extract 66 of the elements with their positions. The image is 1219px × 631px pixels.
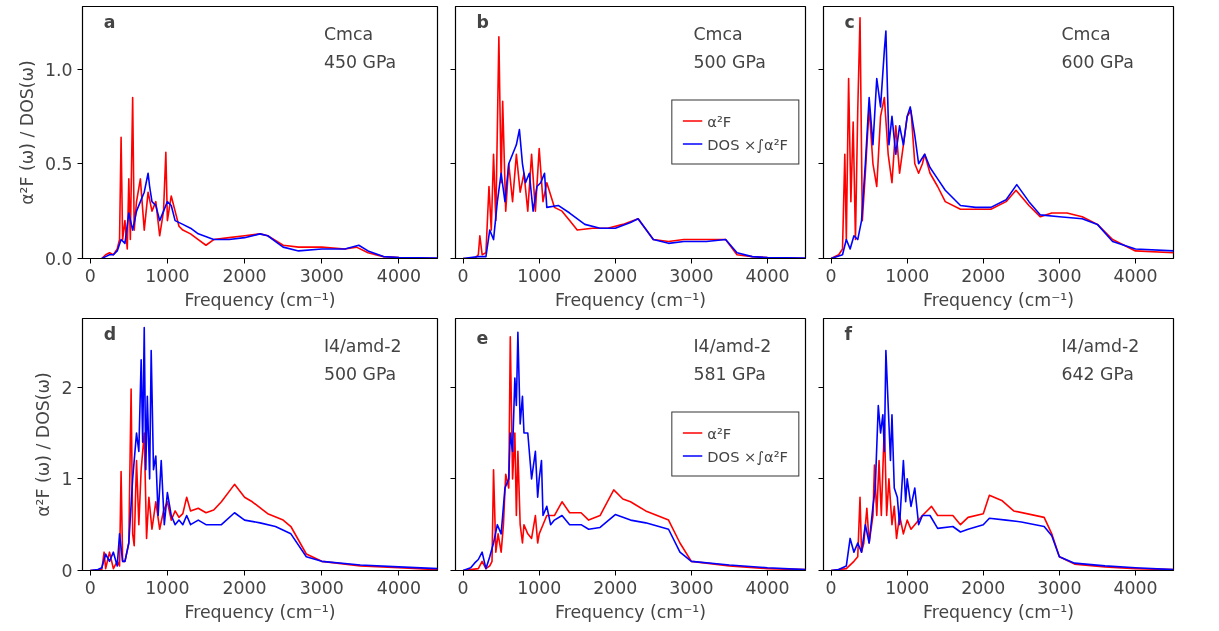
annotation: a	[103, 11, 116, 32]
x-tick-label: 3000	[669, 577, 714, 598]
x-axis-title: Frequency (cm⁻¹)	[184, 289, 336, 310]
annotation: Cmca	[1061, 24, 1111, 45]
annotation: Cmca	[323, 24, 374, 45]
x-tick-label: 0	[457, 577, 469, 598]
annotation: I4/amd-2	[323, 336, 402, 357]
y-tick-label: 1.0	[44, 59, 73, 80]
x-axis-title: Frequency (cm⁻¹)	[922, 601, 1075, 622]
x-tick-label: 2000	[222, 577, 267, 598]
annotation: d	[103, 323, 117, 344]
annotation: 581 GPa	[693, 364, 766, 385]
annotation: 500 GPa	[693, 52, 766, 73]
legend-label: α²F	[707, 112, 732, 129]
x-tick-label: 2000	[961, 265, 1006, 286]
annotation: f	[844, 323, 853, 344]
x-tick-label: 0	[825, 265, 837, 286]
x-tick-label: 1000	[145, 577, 190, 598]
x-tick-label: 0	[84, 265, 96, 286]
x-tick-label: 4000	[376, 265, 421, 286]
legend-label: DOS ×∫α²F	[707, 135, 788, 152]
x-tick-label: 1000	[517, 577, 562, 598]
x-tick-label: 4000	[376, 577, 421, 598]
x-tick-label: 4000	[745, 265, 790, 286]
x-tick-label: 1000	[885, 265, 930, 286]
x-tick-label: 2000	[961, 577, 1006, 598]
y-tick-label: 2	[61, 377, 73, 398]
y-tick-label: 1	[61, 469, 73, 490]
x-axis-title: Frequency (cm⁻¹)	[554, 289, 707, 310]
annotation: Cmca	[693, 24, 743, 45]
x-tick-label: 2000	[222, 265, 267, 286]
x-tick-label: 4000	[1113, 265, 1158, 286]
x-tick-label: 1000	[517, 265, 562, 286]
annotation: c	[844, 11, 855, 32]
x-tick-label: 0	[457, 265, 469, 286]
x-tick-label: 2000	[593, 265, 638, 286]
legend-label: DOS ×∫α²F	[707, 447, 788, 464]
x-tick-label: 4000	[745, 577, 790, 598]
y-tick-label: 0	[61, 561, 73, 581]
annotation: I4/amd-2	[693, 336, 772, 357]
x-tick-label: 4000	[1113, 577, 1158, 598]
y-tick-label: 0.5	[44, 154, 73, 175]
x-tick-label: 0	[825, 577, 837, 598]
x-tick-label: 3000	[1037, 577, 1082, 598]
x-tick-label: 2000	[593, 577, 638, 598]
x-axis-title: Frequency (cm⁻¹)	[554, 601, 707, 622]
legend-label: α²F	[707, 424, 732, 441]
y-axis-title: α²F (ω) / DOS(ω)	[33, 372, 54, 517]
x-axis-title: Frequency (cm⁻¹)	[184, 601, 336, 622]
annotation: I4/amd-2	[1061, 336, 1140, 357]
annotation: 500 GPa	[323, 364, 397, 385]
annotation: 642 GPa	[1061, 364, 1134, 385]
y-axis-title: α²F (ω) / DOS(ω)	[16, 60, 37, 205]
x-tick-label: 3000	[299, 577, 344, 598]
annotation: e	[476, 327, 489, 348]
x-axis-title: Frequency (cm⁻¹)	[922, 289, 1075, 310]
x-tick-label: 0	[84, 577, 96, 598]
x-tick-label: 3000	[1037, 265, 1082, 286]
annotation: 600 GPa	[1061, 52, 1134, 73]
y-tick-label: 0.0	[44, 249, 73, 269]
x-tick-label: 1000	[885, 577, 930, 598]
x-tick-label: 1000	[145, 265, 190, 286]
annotation: b	[476, 11, 489, 32]
x-tick-label: 3000	[669, 265, 714, 286]
x-tick-label: 3000	[299, 265, 344, 286]
annotation: 450 GPa	[323, 52, 397, 73]
